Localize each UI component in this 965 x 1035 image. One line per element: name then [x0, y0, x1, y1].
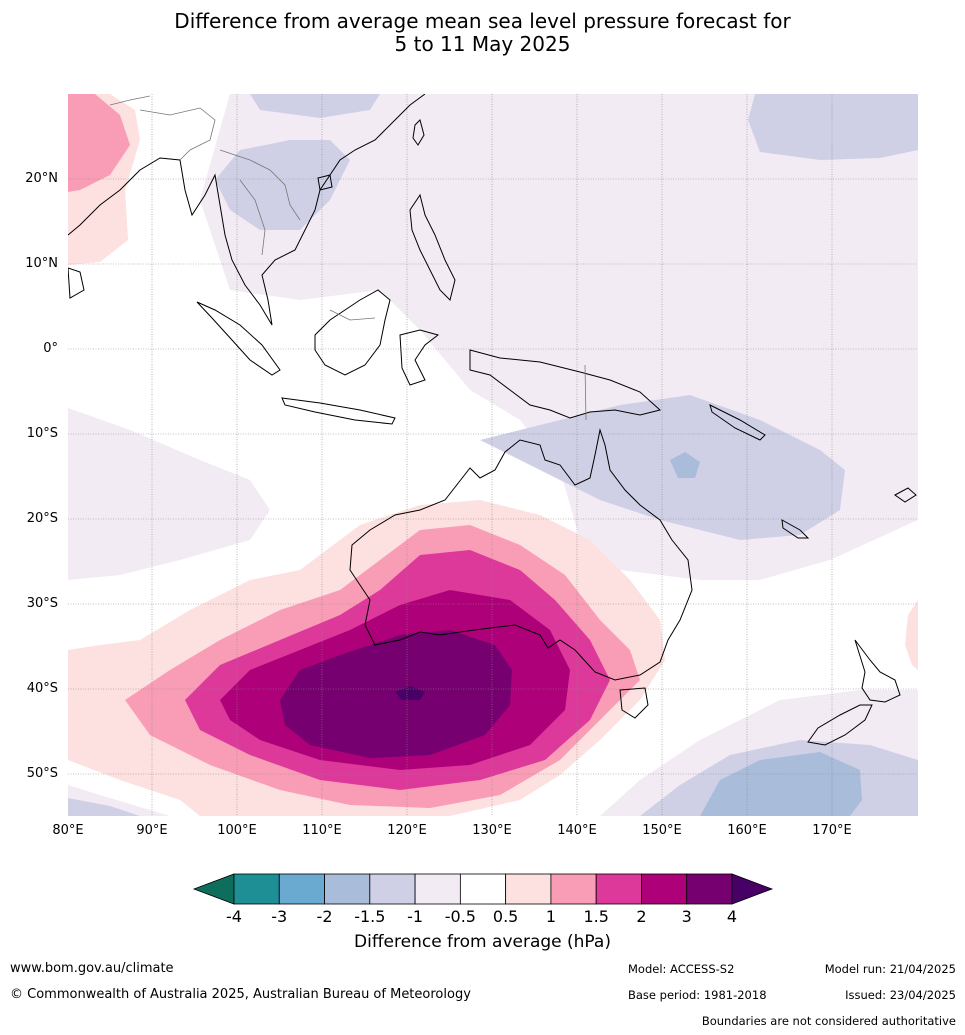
sulawesi-coastline — [399, 329, 440, 386]
colorbar-tick-label: -4 — [226, 907, 242, 926]
lon-label-120e: 120°E — [387, 823, 427, 838]
issued-date: Issued: 23/04/2025 — [845, 988, 956, 1002]
hainan-coastline — [317, 174, 333, 191]
borneo-coastline — [314, 289, 391, 376]
lat-label-20n: 20°N — [25, 171, 58, 186]
copyright-notice: © Commonwealth of Australia 2025, Austra… — [10, 987, 471, 1002]
lon-label-140e: 140°E — [557, 823, 597, 838]
anomaly-region-minus-1.5-south — [700, 752, 862, 816]
anomaly-region-minus-1.5-coral-sea — [670, 452, 700, 478]
fiji-coastline — [894, 487, 917, 503]
new-zealand-south-island — [807, 704, 873, 746]
model-run-date: Model run: 21/04/2025 — [824, 962, 956, 976]
lat-label-20s: 20°S — [26, 511, 58, 526]
sri-lanka-coastline — [68, 267, 85, 299]
lat-label-40s: 40°S — [26, 681, 58, 696]
lon-label-160e: 160°E — [727, 823, 767, 838]
colorbar-title: Difference from average (hPa) — [354, 932, 611, 952]
colorbar-tick-label: -3 — [271, 907, 288, 926]
model-name: Model: ACCESS-S2 — [628, 962, 735, 976]
colorbar-tick-label: 1.5 — [583, 907, 609, 926]
lat-label-30s: 30°S — [26, 596, 58, 611]
lon-label-150e: 150°E — [642, 823, 682, 838]
base-period: Base period: 1981-2018 — [628, 988, 767, 1002]
lon-label-130e: 130°E — [472, 823, 512, 838]
colorbar-tick-label: 1 — [545, 907, 556, 926]
colorbar-tick-label: -1 — [407, 907, 424, 926]
new-caledonia-coastline — [781, 519, 810, 539]
lat-label-0: 0° — [43, 341, 58, 356]
australia-coastline — [349, 428, 693, 681]
title-line-1: Difference from average mean sea level p… — [174, 9, 791, 33]
colorbar-tick-label: -0.5 — [444, 907, 476, 926]
boundaries-note: Boundaries are not considered authoritat… — [701, 1014, 956, 1028]
colorbar-tick-label: 4 — [726, 907, 738, 926]
lon-label-110e: 110°E — [302, 823, 342, 838]
lon-label-90e: 90°E — [136, 823, 168, 838]
tasmania-coastline — [619, 687, 649, 719]
anomaly-region-plus-0.5-east — [905, 600, 918, 670]
taiwan-coastline — [412, 119, 425, 146]
coastlines — [68, 94, 917, 746]
lon-label-170e: 170°E — [812, 823, 852, 838]
anomaly-region-minus-1-north — [250, 94, 380, 118]
anomaly-region-plus-1-northwest — [68, 94, 130, 192]
anomaly-region-plus-3 — [280, 630, 512, 758]
anomaly-region-minus-1-coral-sea — [480, 395, 845, 540]
title-line-2: 5 to 11 May 2025 — [394, 32, 571, 56]
sumatra-coastline — [196, 301, 281, 376]
solomon-islands-coastline — [709, 404, 766, 441]
anomaly-region-minus-1-northeast — [748, 94, 918, 160]
anomaly-region-minus-1-indochina — [215, 140, 350, 230]
graticule — [68, 94, 918, 816]
asia-mainland-coastline — [68, 94, 426, 326]
national-borders — [109, 95, 587, 421]
new-zealand-north-island — [854, 639, 901, 703]
anomaly-region-plus-4 — [395, 686, 425, 700]
java-coastline — [281, 397, 396, 425]
philippines-coastline — [409, 193, 456, 301]
map-title: Difference from average mean sea level p… — [0, 10, 965, 56]
lon-label-80e: 80°E — [52, 823, 84, 838]
lat-label-50s: 50°S — [26, 766, 58, 781]
anomaly-region-minus-1-southwest — [68, 798, 140, 816]
colorbar-tick-label: -2 — [316, 907, 333, 926]
colorbar-tick-label: 3 — [681, 907, 692, 926]
lon-label-100e: 100°E — [217, 823, 257, 838]
colorbar-tick-label: 2 — [636, 907, 647, 926]
lat-label-10s: 10°S — [26, 426, 58, 441]
colorbar-tick-label: 0.5 — [492, 907, 519, 926]
website-link[interactable]: www.bom.gov.au/climate — [10, 961, 174, 976]
lat-label-10n: 10°N — [25, 256, 58, 271]
anomaly-region-minus-0.5-west — [68, 408, 270, 580]
new-guinea-coastline — [469, 349, 662, 419]
colorbar-tick-label: -1.5 — [354, 907, 386, 926]
